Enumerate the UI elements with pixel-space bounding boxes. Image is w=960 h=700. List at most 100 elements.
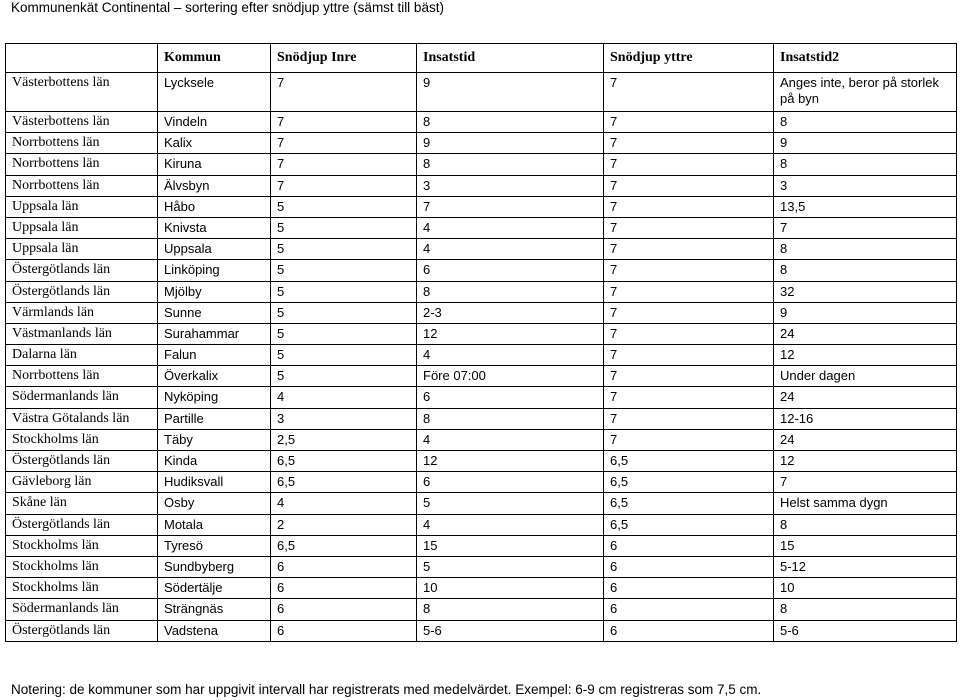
cell-snodjup-yttre: 7 [603,344,774,367]
cell-insatstid2: 32 [773,280,957,303]
cell-insatstid: 6 [416,386,604,409]
cell-insatstid2: 8 [773,513,957,536]
cell-insatstid: 10 [416,577,604,600]
page-title: Kommunenkät Continental – sortering efte… [11,0,444,15]
cell-insatstid: 4 [416,216,604,240]
table-row: Östergötlands län Linköping 5 6 7 8 [5,259,957,282]
cell-insatstid2: 24 [773,386,957,409]
cell-snodjup-yttre: 7 [603,110,774,134]
cell-snodjup-inre: 2 [270,513,417,536]
cell-snodjup-inre: 7 [270,174,417,197]
cell-lan: Uppsala län [5,216,158,240]
cell-kommun: Kalix [157,132,271,155]
table-row: Stockholms län Sundbyberg 6 5 6 5-12 [5,555,957,579]
cell-insatstid2: 9 [773,132,957,155]
cell-lan: Västerbottens län [5,110,158,134]
cell-kommun: Håbo [157,195,271,218]
table-row: Värmlands län Sunne 5 2-3 7 9 [5,301,957,324]
footnote: Notering: de kommuner som har uppgivit i… [11,682,762,697]
cell-insatstid2: 24 [773,428,957,452]
cell-snodjup-inre: 6 [270,555,417,579]
table-row: Södermanlands län Nyköping 4 6 7 24 [5,386,957,409]
cell-snodjup-yttre: 6 [603,598,774,621]
cell-insatstid: 8 [416,153,604,176]
cell-snodjup-yttre: 6 [603,577,774,600]
cell-kommun: Uppsala [157,238,271,261]
cell-snodjup-yttre: 7 [603,216,774,240]
header-lan [5,43,158,73]
cell-lan: Stockholms län [5,428,158,452]
cell-snodjup-yttre: 7 [603,407,774,430]
cell-snodjup-inre: 5 [270,216,417,240]
cell-kommun: Mjölby [157,280,271,303]
cell-insatstid: 12 [416,322,604,346]
cell-insatstid: 8 [416,598,604,621]
cell-insatstid: 5 [416,555,604,579]
cell-snodjup-yttre: 6,5 [603,492,774,515]
cell-kommun: Falun [157,344,271,367]
cell-insatstid2: 12 [773,344,957,367]
cell-insatstid2: 9 [773,301,957,324]
table-row: Norrbottens län Överkalix 5 Före 07:00 7 Unde… [5,365,957,388]
cell-lan: Södermanlands län [5,386,158,409]
cell-snodjup-inre: 4 [270,386,417,409]
cell-kommun: Tyresö [157,534,271,557]
cell-insatstid2: 10 [773,577,957,600]
table-row: Stockholms län Södertälje 6 10 6 10 [5,577,957,600]
cell-kommun: Södertälje [157,577,271,600]
table-body: Västerbottens län Lycksele 7 9 7 Anges inte, … [5,72,957,642]
cell-snodjup-inre: 5 [270,238,417,261]
table-row: Gävleborg län Hudiksvall 6,5 6 6,5 7 [5,471,957,494]
cell-insatstid: 6 [416,471,604,494]
cell-snodjup-yttre: 7 [603,72,774,112]
cell-snodjup-yttre: 6 [603,555,774,579]
header-insatstid2: Insatstid2 [773,43,957,73]
cell-insatstid2: 5-6 [773,619,957,642]
cell-kommun: Täby [157,428,271,452]
cell-lan: Stockholms län [5,534,158,557]
cell-lan: Uppsala län [5,238,158,261]
cell-kommun: Älvsbyn [157,174,271,197]
cell-lan: Dalarna län [5,344,158,367]
cell-snodjup-inre: 6 [270,619,417,642]
cell-lan: Västerbottens län [5,72,158,112]
table-row: Västerbottens län Lycksele 7 9 7 Anges inte, … [5,72,957,112]
table-row: Uppsala län Håbo 5 7 7 13,5 [5,195,957,218]
cell-snodjup-yttre: 7 [603,238,774,261]
cell-insatstid: 6 [416,259,604,282]
cell-insatstid: 2-3 [416,301,604,324]
table-row: Östergötlands län Motala 2 4 6,5 8 [5,513,957,536]
cell-kommun: Strängnäs [157,598,271,621]
cell-snodjup-yttre: 6,5 [603,471,774,494]
table-row: Östergötlands län Kinda 6,5 12 6,5 12 [5,449,957,473]
cell-snodjup-inre: 6,5 [270,449,417,473]
cell-snodjup-inre: 5 [270,301,417,324]
cell-insatstid: 8 [416,110,604,134]
cell-snodjup-inre: 6,5 [270,534,417,557]
cell-snodjup-inre: 7 [270,132,417,155]
cell-snodjup-yttre: 6 [603,534,774,557]
cell-kommun: Surahammar [157,322,271,346]
cell-lan: Östergötlands län [5,619,158,642]
cell-insatstid: 4 [416,238,604,261]
cell-kommun: Knivsta [157,216,271,240]
cell-lan: Norrbottens län [5,365,158,388]
cell-insatstid: 4 [416,344,604,367]
cell-lan: Östergötlands län [5,259,158,282]
cell-snodjup-yttre: 6 [603,619,774,642]
cell-kommun: Osby [157,492,271,515]
cell-lan: Västmanlands län [5,322,158,346]
cell-insatstid2: 13,5 [773,195,957,218]
header-kommun: Kommun [157,43,271,73]
cell-insatstid2: 8 [773,238,957,261]
cell-snodjup-yttre: 6,5 [603,449,774,473]
table-row: Uppsala län Knivsta 5 4 7 7 [5,216,957,240]
cell-insatstid: 5 [416,492,604,515]
cell-snodjup-yttre: 7 [603,428,774,452]
cell-snodjup-yttre: 7 [603,322,774,346]
cell-snodjup-inre: 6,5 [270,471,417,494]
cell-insatstid: 12 [416,449,604,473]
table-row: Norrbottens län Älvsbyn 7 3 7 3 [5,174,957,197]
cell-snodjup-inre: 6 [270,577,417,600]
cell-insatstid2: 24 [773,322,957,346]
